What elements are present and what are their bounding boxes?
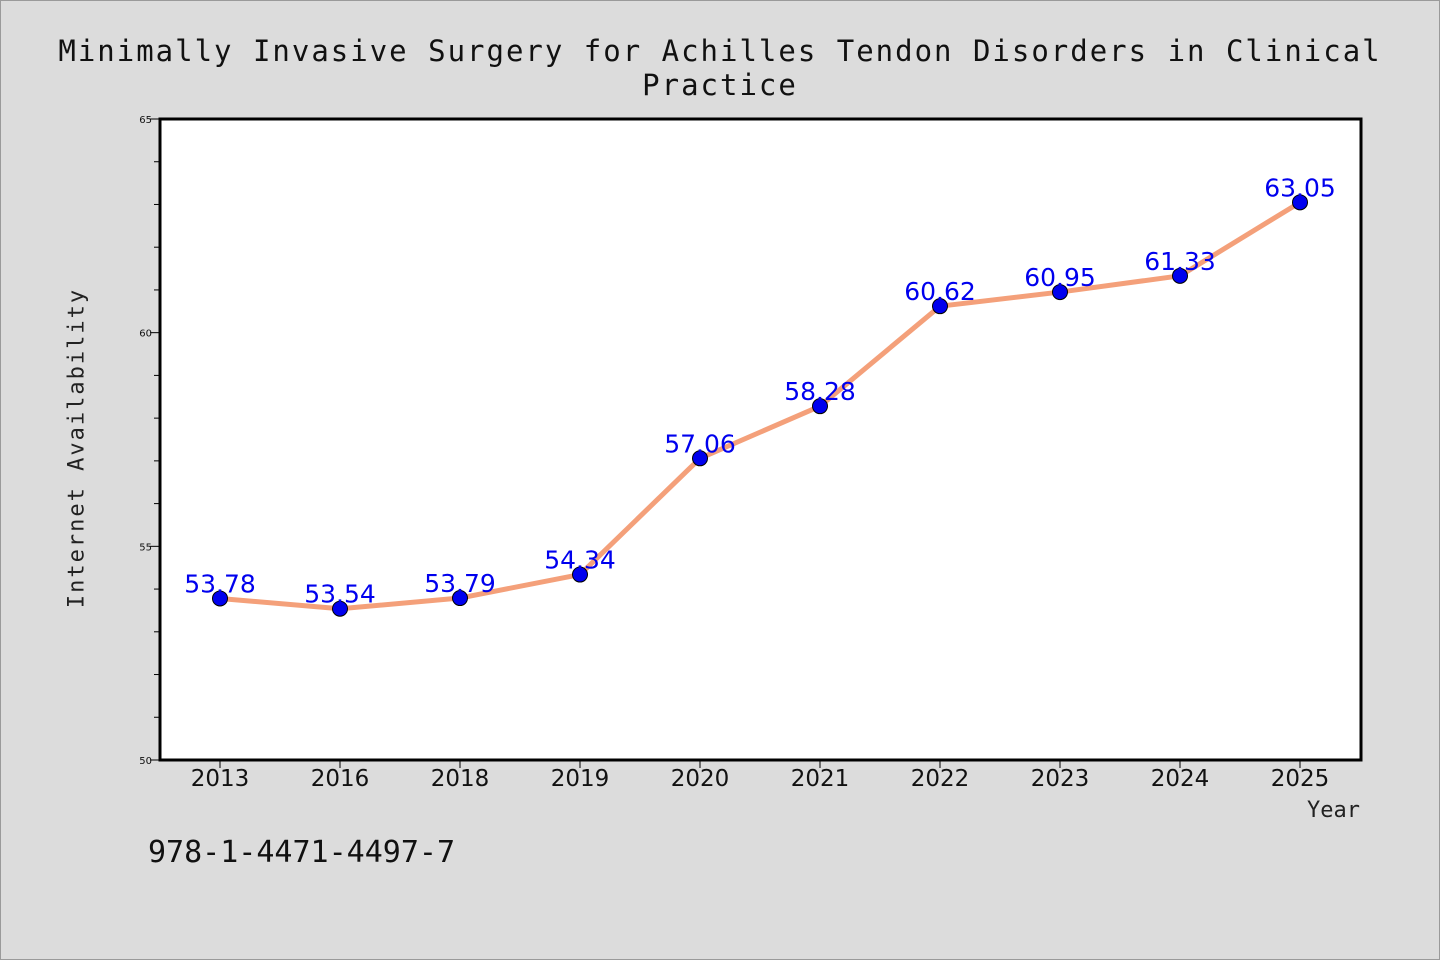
data-point [1052, 284, 1068, 301]
isbn-text: 978-1-4471-4497-7 [148, 835, 456, 870]
y-tick-label: 50 [139, 756, 152, 767]
plot-area [158, 117, 1363, 762]
x-tick-label: 2024 [1151, 766, 1210, 792]
data-label: 57.06 [664, 429, 736, 458]
x-tick-label: 2013 [191, 766, 250, 792]
data-label: 61.33 [1144, 247, 1216, 276]
series-line [217, 199, 1303, 612]
x-tick-label: 2016 [311, 766, 370, 792]
x-tick-label: 2019 [551, 766, 610, 792]
data-label: 60.95 [1024, 263, 1096, 292]
x-axis-label: Year [1307, 798, 1360, 823]
x-tick-label: 2025 [1271, 766, 1330, 792]
data-point [1172, 267, 1188, 284]
x-tick-label: 2020 [671, 766, 730, 792]
data-label: 60.62 [904, 277, 976, 306]
data-point [692, 450, 708, 467]
data-label: 54.34 [544, 546, 616, 575]
y-axis: 50 55 60 65 [139, 115, 160, 767]
y-tick-label: 65 [139, 115, 152, 126]
data-point [212, 590, 228, 607]
x-axis: 2013 2016 2018 2019 2020 2021 2022 2023 2024 2025 [191, 760, 1330, 792]
y-tick-label: 60 [139, 329, 152, 340]
x-tick-label: 2022 [911, 766, 970, 792]
series [212, 194, 1308, 617]
x-tick-label: 2021 [791, 766, 850, 792]
x-tick-label: 2018 [431, 766, 490, 792]
data-label: 53.78 [184, 569, 256, 598]
data-point [452, 590, 468, 607]
data-point [932, 298, 948, 315]
data-label: 58.28 [784, 377, 856, 406]
data-label: 53.54 [304, 580, 376, 609]
data-label: 53.79 [424, 569, 496, 598]
data-label: 63.05 [1264, 173, 1336, 202]
y-tick-label: 55 [139, 542, 152, 553]
data-point [812, 398, 828, 415]
y-axis-label: Internet Availability [64, 287, 90, 609]
x-tick-label: 2023 [1031, 766, 1090, 792]
data-point [1292, 194, 1308, 211]
data-labels: 53.78 53.54 53.79 54.34 57.06 58.28 60.62 60.95… [184, 173, 1336, 608]
chart-title: Minimally Invasive Surgery for Achilles … [58, 34, 1382, 102]
data-point [332, 600, 348, 617]
data-point [572, 566, 588, 583]
